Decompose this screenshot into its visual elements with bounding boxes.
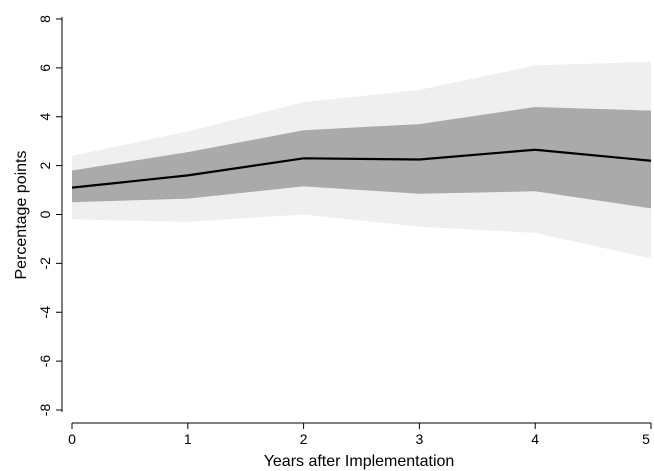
x-tick-label: 3 [416,431,424,447]
y-tick-label: -6 [37,355,53,368]
x-tick-label: 1 [184,431,192,447]
x-tick-label: 2 [300,431,308,447]
y-tick-label: 8 [37,15,53,23]
y-axis-title: Percentage points [13,151,30,280]
y-tick-label: 2 [37,162,53,170]
y-tick-label: 0 [37,210,53,218]
y-ticks: -8 -6 -4 -2 0 2 4 6 8 [37,15,62,416]
y-tick-label: 4 [37,113,53,121]
x-tick-label: 5 [642,431,650,447]
x-ticks: 0 1 2 3 4 5 [68,423,652,447]
x-axis-title: Years after Implementation [264,453,455,470]
y-tick-label: -8 [37,404,53,417]
y-tick-label: -4 [37,306,53,319]
y-tick-label: 6 [37,64,53,72]
estimate-line [71,148,652,189]
x-tick-label: 4 [531,431,539,447]
inner-confidence-band [72,106,651,209]
y-tick-label: -2 [37,257,53,270]
x-tick-label: 0 [68,431,76,447]
plot-area [71,61,652,259]
